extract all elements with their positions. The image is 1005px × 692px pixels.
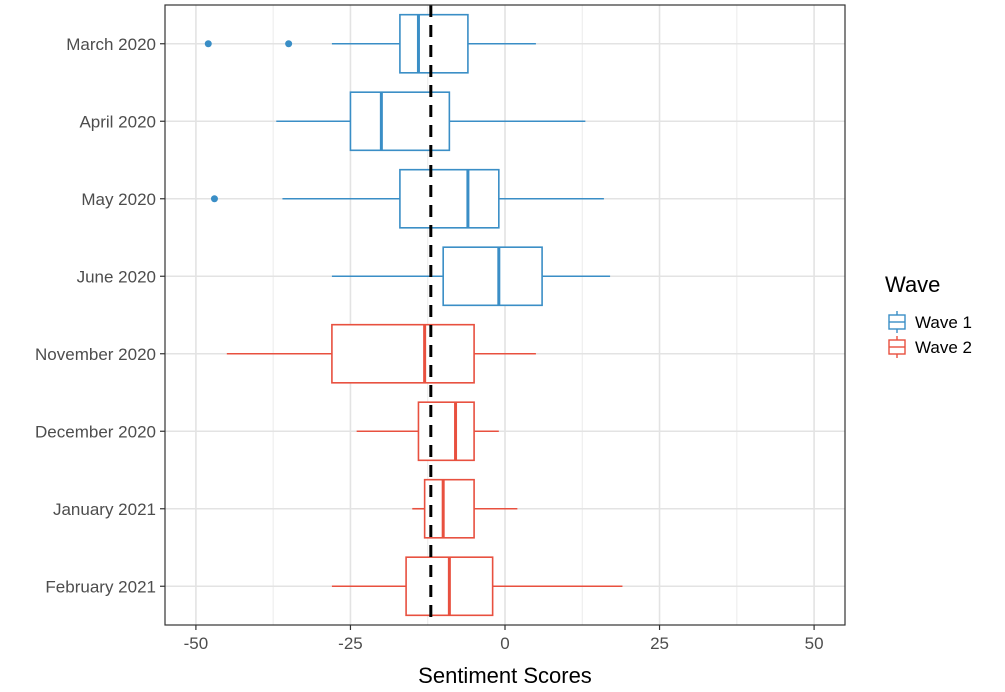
y-axis-ticks: March 2020 April 2020 May 2020 June 2020 Nov…	[35, 35, 165, 596]
box-iqr	[399, 13, 469, 74]
legend-title: Wave	[885, 272, 940, 297]
box-february-2021	[331, 556, 623, 617]
x-axis-title: Sentiment Scores	[418, 663, 592, 688]
y-tick-label: January 2021	[53, 500, 156, 519]
box-iqr	[417, 401, 475, 462]
y-tick-label: November 2020	[35, 345, 156, 364]
box-iqr	[349, 91, 451, 152]
y-tick-label: December 2020	[35, 422, 156, 441]
y-tick-label: February 2021	[45, 577, 156, 596]
box-november-2020	[226, 323, 536, 384]
x-tick-label: 50	[805, 634, 824, 653]
legend-items: Wave 1 Wave 2	[888, 311, 972, 358]
box-iqr	[423, 478, 475, 539]
x-axis-ticks: -50 -25 0 25 50	[184, 625, 824, 653]
legend-item-wave-1: Wave 1	[888, 311, 972, 333]
y-tick-label: April 2020	[79, 112, 156, 131]
y-tick-label: June 2020	[77, 267, 156, 286]
legend-label: Wave 1	[915, 313, 972, 332]
box-january-2021	[412, 478, 518, 539]
outlier-point	[204, 40, 212, 48]
box-may-2020	[210, 168, 604, 229]
x-tick-label: -50	[184, 634, 209, 653]
y-tick-label: May 2020	[81, 190, 156, 209]
box-december-2020	[356, 401, 499, 462]
x-tick-label: 25	[650, 634, 669, 653]
box-layer	[204, 13, 623, 617]
box-march-2020	[204, 13, 536, 74]
outlier-point	[285, 40, 293, 48]
x-tick-label: 0	[500, 634, 509, 653]
box-iqr	[331, 323, 475, 384]
box-june-2020	[331, 246, 611, 307]
legend: Wave Wave 1 Wave 2	[885, 272, 972, 358]
legend-label: Wave 2	[915, 338, 972, 357]
box-iqr	[399, 168, 500, 229]
box-iqr	[442, 246, 543, 307]
box-april-2020	[276, 91, 586, 152]
legend-item-wave-2: Wave 2	[888, 336, 972, 358]
x-tick-label: -25	[338, 634, 363, 653]
outlier-point	[210, 195, 218, 203]
y-tick-label: March 2020	[66, 35, 156, 54]
